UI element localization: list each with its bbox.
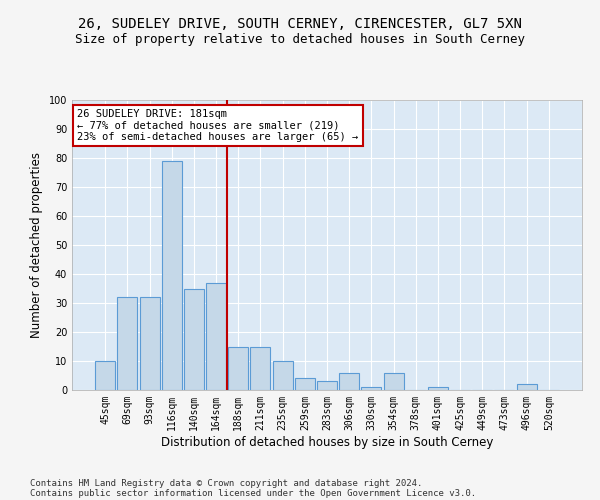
Text: Contains public sector information licensed under the Open Government Licence v3: Contains public sector information licen…	[30, 488, 476, 498]
Text: 26 SUDELEY DRIVE: 181sqm
← 77% of detached houses are smaller (219)
23% of semi-: 26 SUDELEY DRIVE: 181sqm ← 77% of detach…	[77, 108, 358, 142]
Bar	[118, 297, 137, 390]
Bar	[517, 384, 536, 390]
Bar	[428, 387, 448, 390]
Text: 26, SUDELEY DRIVE, SOUTH CERNEY, CIRENCESTER, GL7 5XN: 26, SUDELEY DRIVE, SOUTH CERNEY, CIRENCE…	[78, 18, 522, 32]
Bar	[140, 297, 160, 390]
Bar	[206, 282, 226, 390]
Bar	[317, 382, 337, 390]
Bar	[339, 372, 359, 390]
Bar	[295, 378, 315, 390]
Text: Contains HM Land Registry data © Crown copyright and database right 2024.: Contains HM Land Registry data © Crown c…	[30, 478, 422, 488]
Bar	[361, 387, 382, 390]
Bar	[383, 372, 404, 390]
X-axis label: Distribution of detached houses by size in South Cerney: Distribution of detached houses by size …	[161, 436, 493, 448]
Text: Size of property relative to detached houses in South Cerney: Size of property relative to detached ho…	[75, 32, 525, 46]
Bar	[184, 288, 204, 390]
Bar	[95, 361, 115, 390]
Bar	[228, 346, 248, 390]
Y-axis label: Number of detached properties: Number of detached properties	[30, 152, 43, 338]
Bar	[250, 346, 271, 390]
Bar	[272, 361, 293, 390]
Bar	[162, 161, 182, 390]
